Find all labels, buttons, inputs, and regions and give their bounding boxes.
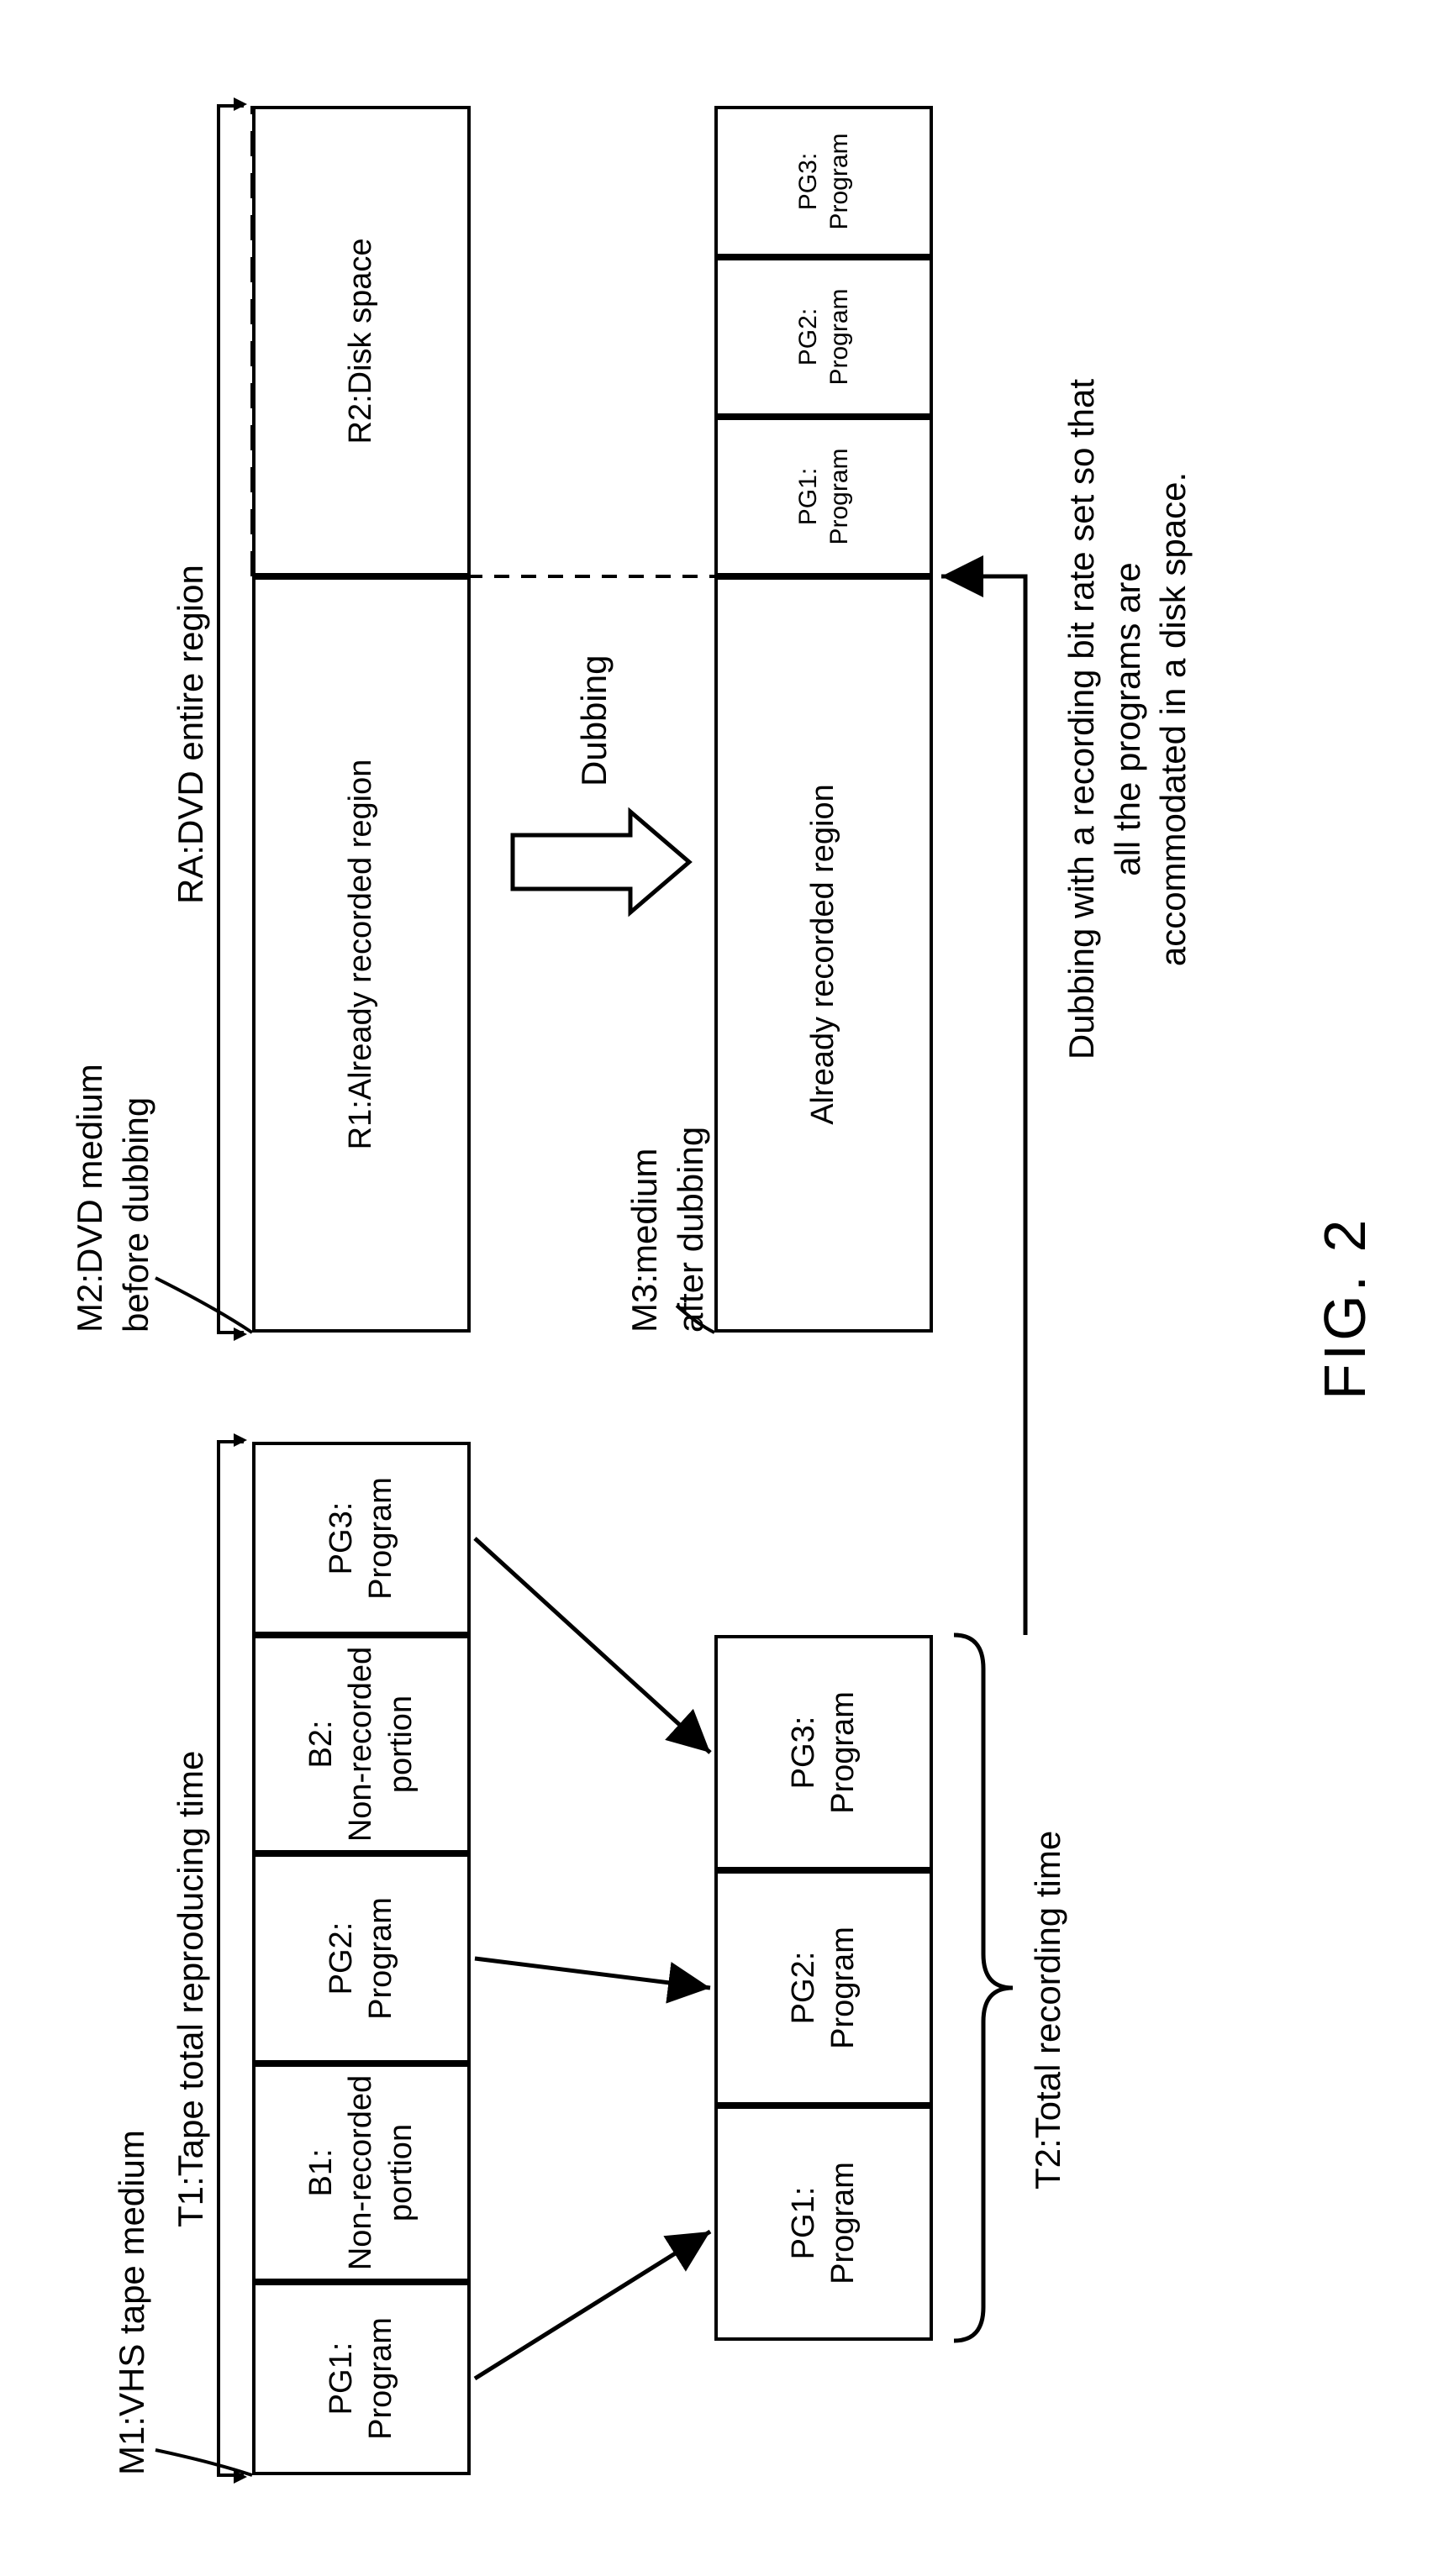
m1-cell-4: PG3: Program <box>252 1442 471 1635</box>
m1-cell-2: PG2: Program <box>252 1853 471 2063</box>
m3-title: M3:medium after dubbing <box>622 1127 714 1333</box>
t2-cell-1: PG2: Program <box>714 1870 933 2105</box>
m2-title: M2:DVD medium before dubbing <box>67 1064 159 1333</box>
m2-span-label: RA:DVD entire region <box>168 565 214 904</box>
arrow-t2-to-m3 <box>941 576 1025 1635</box>
figure-label: FIG. 2 <box>1311 1217 1378 1400</box>
m1-cell-1: B1: Non-recorded portion <box>252 2063 471 2282</box>
leader-0 <box>155 2450 252 2475</box>
m1-span-label: T1:Tape total reproducing time <box>168 1751 214 2227</box>
t2-span-label: T2:Total recording time <box>1025 1831 1072 2190</box>
m3-cell-0: Already recorded region <box>714 576 933 1333</box>
m2-cell-1: R2:Disk space <box>252 106 471 576</box>
caption-text: Dubbing with a recording bit rate set so… <box>1059 173 1197 1265</box>
m1-title: M1:VHS tape medium <box>109 2130 155 2475</box>
arrow-m1-t2-1 <box>475 1958 710 1988</box>
m2-cell-0: R1:Already recorded region <box>252 576 471 1333</box>
m1-cell-0: PG1: Program <box>252 2282 471 2475</box>
t2-cell-0: PG1: Program <box>714 2105 933 2341</box>
m3-cell-3: PG3: Program <box>714 106 933 257</box>
m1-cell-3: B2: Non-recorded portion <box>252 1635 471 1853</box>
m3-cell-2: PG2: Program <box>714 257 933 417</box>
m3-cell-1: PG1: Program <box>714 417 933 576</box>
dubbing-label: Dubbing <box>572 655 618 786</box>
arrow-m1-t2-0 <box>475 2232 710 2379</box>
arrow-m1-t2-2 <box>475 1538 710 1753</box>
leader-1 <box>155 1278 252 1333</box>
dubbing-block-arrow <box>513 812 689 912</box>
t2-cell-2: PG3: Program <box>714 1635 933 1870</box>
